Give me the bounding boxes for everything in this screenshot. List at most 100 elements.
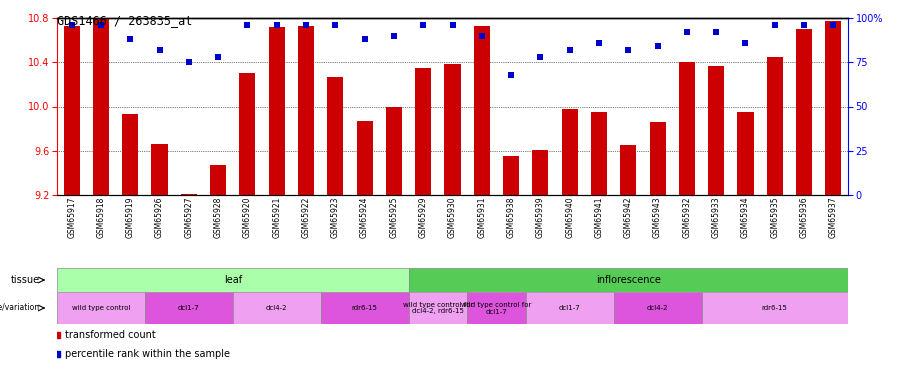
Text: dcl1-7: dcl1-7: [559, 305, 580, 311]
Bar: [320, 292, 409, 324]
Point: [504, 72, 518, 78]
Bar: [737, 112, 753, 195]
Bar: [210, 165, 226, 195]
Point: [357, 36, 372, 42]
Text: GSM65931: GSM65931: [477, 196, 486, 238]
Point: [826, 22, 841, 28]
Bar: [467, 292, 526, 324]
Bar: [679, 62, 695, 195]
Point: [94, 22, 108, 28]
Point: [562, 47, 577, 53]
Text: GSM65933: GSM65933: [712, 196, 721, 238]
Point: [446, 22, 460, 28]
Bar: [526, 292, 614, 324]
Bar: [356, 121, 373, 195]
Text: GSM65917: GSM65917: [68, 196, 76, 238]
Text: GSM65934: GSM65934: [741, 196, 750, 238]
Text: GSM65938: GSM65938: [507, 196, 516, 238]
Bar: [620, 145, 636, 195]
Bar: [151, 144, 167, 195]
Bar: [298, 26, 314, 195]
Point: [328, 22, 343, 28]
Text: dcl4-2: dcl4-2: [266, 305, 287, 311]
Text: dcl4-2: dcl4-2: [647, 305, 669, 311]
Bar: [328, 76, 344, 195]
Bar: [57, 292, 145, 324]
Text: GSM65924: GSM65924: [360, 196, 369, 238]
Bar: [708, 66, 725, 195]
Text: GSM65942: GSM65942: [624, 196, 633, 238]
Bar: [767, 57, 783, 195]
Bar: [122, 114, 139, 195]
Text: dcl1-7: dcl1-7: [178, 305, 200, 311]
Text: GSM65928: GSM65928: [213, 196, 222, 238]
Text: GSM65918: GSM65918: [96, 196, 105, 238]
Point: [680, 29, 694, 35]
Bar: [532, 150, 548, 195]
Text: GSM65925: GSM65925: [390, 196, 399, 238]
Bar: [57, 268, 409, 292]
Text: GSM65926: GSM65926: [155, 196, 164, 238]
Point: [738, 40, 752, 46]
Bar: [239, 74, 256, 195]
Bar: [233, 292, 320, 324]
Bar: [93, 19, 109, 195]
Text: GSM65935: GSM65935: [770, 196, 779, 238]
Bar: [701, 292, 848, 324]
Text: GSM65929: GSM65929: [418, 196, 427, 238]
Bar: [64, 26, 80, 195]
Bar: [445, 64, 461, 195]
Bar: [269, 27, 284, 195]
Bar: [614, 292, 701, 324]
Text: GSM65939: GSM65939: [536, 196, 544, 238]
Point: [269, 22, 284, 28]
Text: inflorescence: inflorescence: [596, 275, 661, 285]
Text: GSM65936: GSM65936: [799, 196, 808, 238]
Point: [651, 44, 665, 50]
Bar: [409, 292, 467, 324]
Point: [592, 40, 607, 46]
Text: wild type control: wild type control: [72, 305, 130, 311]
Point: [796, 22, 811, 28]
Point: [240, 22, 255, 28]
Bar: [650, 122, 666, 195]
Text: rdr6-15: rdr6-15: [761, 305, 788, 311]
Text: GSM65923: GSM65923: [331, 196, 340, 238]
Text: GSM65927: GSM65927: [184, 196, 194, 238]
Point: [533, 54, 547, 60]
Point: [416, 22, 430, 28]
Text: wild type control for
dcl1-7: wild type control for dcl1-7: [462, 302, 532, 315]
Point: [211, 54, 225, 60]
Point: [152, 47, 166, 53]
Point: [387, 33, 401, 39]
Text: percentile rank within the sample: percentile rank within the sample: [65, 350, 230, 359]
Text: GSM65921: GSM65921: [272, 196, 281, 238]
Text: transformed count: transformed count: [65, 330, 156, 340]
Text: GDS1466 / 263835_at: GDS1466 / 263835_at: [57, 14, 193, 27]
Point: [474, 33, 489, 39]
Text: GSM65940: GSM65940: [565, 196, 574, 238]
Bar: [825, 21, 842, 195]
Bar: [415, 68, 431, 195]
Text: GSM65941: GSM65941: [595, 196, 604, 238]
Bar: [386, 106, 402, 195]
Text: GSM65932: GSM65932: [682, 196, 691, 238]
Text: wild type control for
dcl4-2, rdr6-15: wild type control for dcl4-2, rdr6-15: [402, 302, 473, 315]
Bar: [473, 26, 490, 195]
Text: GSM65937: GSM65937: [829, 196, 838, 238]
Point: [123, 36, 138, 42]
Bar: [145, 292, 233, 324]
Text: GSM65943: GSM65943: [653, 196, 662, 238]
Point: [768, 22, 782, 28]
Bar: [796, 29, 812, 195]
Point: [182, 59, 196, 65]
Text: tissue: tissue: [11, 275, 40, 285]
Point: [621, 47, 635, 53]
Point: [299, 22, 313, 28]
Text: GSM65919: GSM65919: [126, 196, 135, 238]
Bar: [181, 194, 197, 195]
Text: rdr6-15: rdr6-15: [352, 305, 377, 311]
Point: [65, 22, 79, 28]
Text: leaf: leaf: [224, 275, 242, 285]
Bar: [503, 156, 519, 195]
